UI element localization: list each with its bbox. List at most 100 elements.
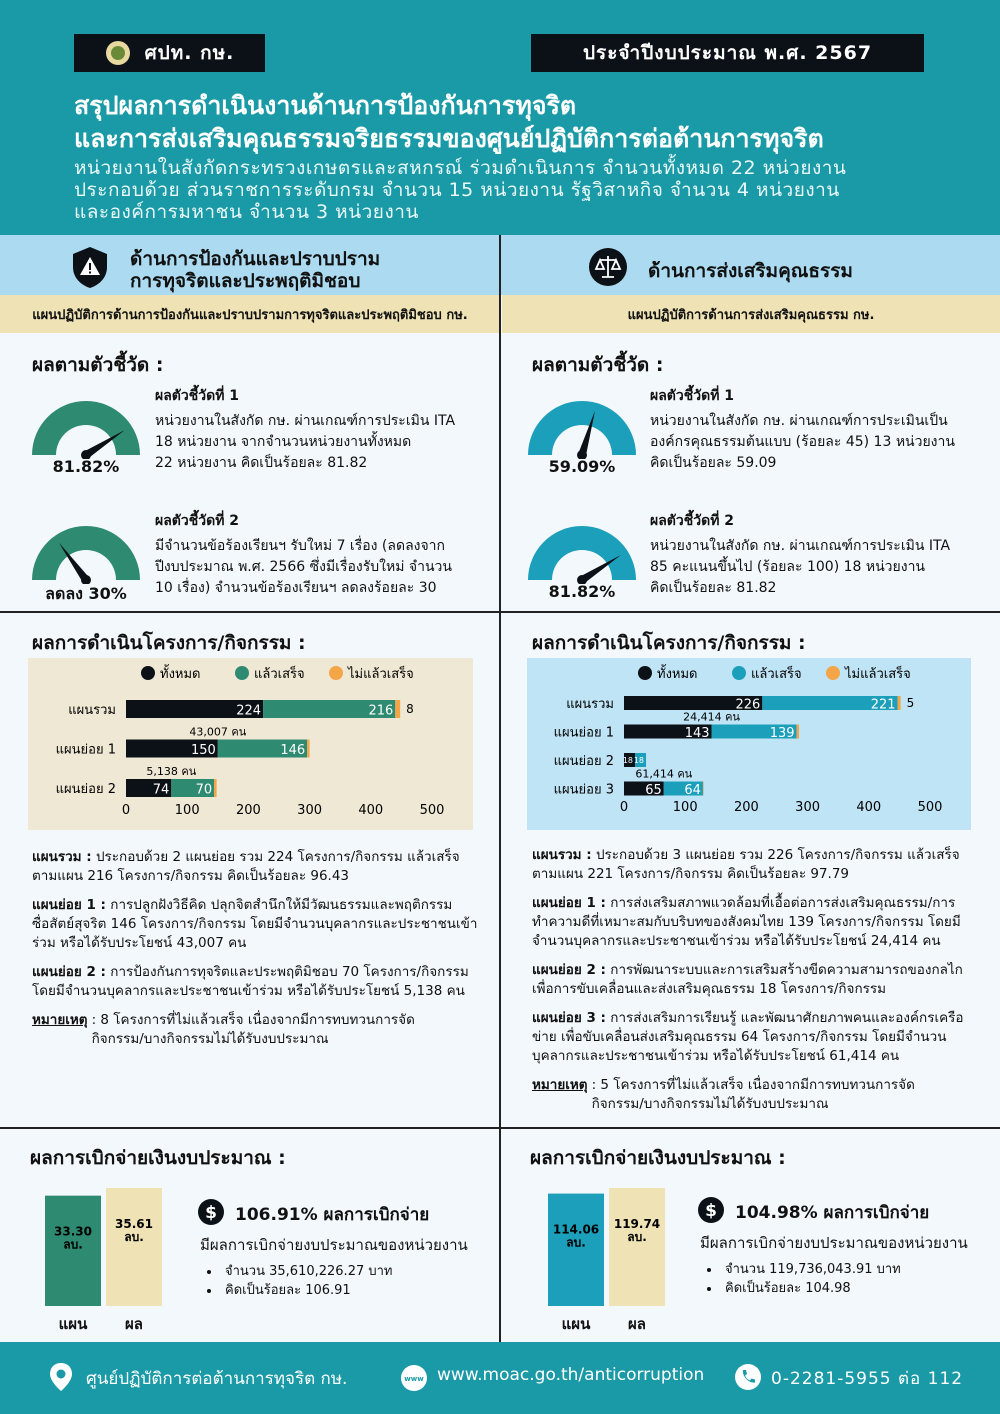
participant-label: 61,414 คน — [635, 768, 692, 781]
legend-swatch — [732, 666, 746, 680]
value-label: 139 — [770, 726, 795, 741]
x-tick-label: 300 — [297, 803, 322, 818]
value-label: 143 — [685, 726, 710, 741]
budget-bar — [609, 1188, 665, 1306]
legend-swatch — [235, 666, 249, 680]
note-lead: แผนรวม : — [532, 847, 592, 863]
heading-line: ด้านการป้องกันและปราบปราม — [130, 248, 381, 270]
heading-line: ด้านการส่งเสริมคุณธรรม — [648, 260, 853, 282]
legend-swatch — [826, 666, 840, 680]
legend-swatch — [141, 666, 155, 680]
indicator-text: องค์กรคุณธรรมต้นแบบ (ร้อยละ 45) 13 หน่วย… — [650, 434, 955, 450]
category-label: แผนย่อย 1 — [554, 726, 614, 741]
desc-line: ประกอบด้วย ส่วนราชการระดับกรม จำนวน 15 ห… — [74, 179, 840, 201]
indicator-text: หน่วยงานในสังกัด กษ. ผ่านเกณฑ์การประเมิน… — [155, 413, 456, 429]
legend-swatch — [329, 666, 343, 680]
note-text: การพัฒนาระบบและการเสริมสร้างขีดความสามาร… — [532, 962, 963, 997]
bar-done — [762, 696, 898, 710]
note-text: การส่งเสริมการเรียนรู้ และพัฒนาศักยภาพคน… — [532, 1010, 964, 1064]
scale-icon — [589, 248, 627, 286]
indicator-text: 85 คะแนนขึ้นไป (ร้อยละ 100) 18 หน่วยงาน — [650, 559, 926, 575]
phone: 0-2281-5955 ต่อ 112 — [771, 1369, 964, 1389]
note-text: ประกอบด้วย 2 แผนย่อย รวม 224 โครงการ/กิจ… — [32, 849, 460, 884]
gauge — [32, 401, 140, 459]
value-label: 150 — [191, 743, 216, 758]
needle-hub — [577, 450, 587, 459]
section-title: ผลการเบิกจ่ายเงินงบประมาณ : — [30, 1147, 286, 1169]
remark: หมายเหตุ: 8 โครงการที่ไม่แล้วเสร็จ เนื่อ… — [32, 1011, 482, 1049]
gauge — [528, 526, 636, 584]
gauge-arc — [528, 401, 636, 455]
heading-line: การทุจริตและประพฤติมิชอบ — [130, 270, 361, 292]
website: www.moac.go.th/anticorruption — [437, 1365, 705, 1385]
legend-swatch — [638, 666, 652, 680]
divider — [499, 235, 501, 1342]
x-tick-label: 100 — [673, 800, 698, 815]
budget-bullet: คิดเป็นร้อยละ 106.91 — [207, 1279, 351, 1300]
budget-bullet: คิดเป็นร้อยละ 104.98 — [707, 1277, 851, 1298]
legend-label: แล้วเสร็จ — [751, 664, 802, 682]
budget-bullet: จำนวน 35,610,226.27 บาท — [207, 1260, 392, 1281]
x-tick-label: 0 — [122, 803, 130, 818]
value-label: 74 — [153, 783, 170, 798]
pin-icon — [50, 1363, 72, 1391]
note-lead: แผนย่อย 2 : — [32, 964, 106, 980]
category-label: แผนย่อย 1 — [56, 743, 116, 758]
note-lead: แผนย่อย 3 : — [532, 1010, 606, 1026]
value-label: 146 — [280, 743, 305, 758]
x-tick-label: 500 — [420, 803, 445, 818]
indicator-text: หน่วยงานในสังกัด กษ. ผ่านเกณฑ์การประเมิน… — [650, 413, 948, 429]
budget-value-label: 119.74 ลบ. — [614, 1217, 660, 1244]
budget-bullet: จำนวน 119,736,043.91 บาท — [707, 1258, 901, 1279]
bar-total — [126, 739, 218, 758]
remark-lead: หมายเหตุ — [532, 1077, 588, 1093]
bar-total — [624, 781, 664, 796]
org-name: ศปท. กษ. — [144, 42, 235, 64]
legend-label: ทั้งหมด — [657, 664, 698, 682]
note-lead: แผนย่อย 1 : — [32, 897, 106, 913]
x-tick-label: 200 — [236, 803, 261, 818]
section-heading: ด้านการป้องกันและปราบปราม การทุจริตและปร… — [0, 235, 500, 295]
section-title: ผลการดำเนินโครงการ/กิจกรรม : — [532, 632, 806, 654]
gauge-needle — [578, 410, 595, 457]
value-label: 18 — [623, 756, 633, 765]
bar-done — [711, 724, 797, 739]
bar-not-done — [702, 781, 704, 796]
indicator-text: 18 หน่วยงาน จากจำนวนหน่วยงานทั้งหมด — [155, 434, 412, 450]
shield-icon — [73, 247, 107, 288]
bar-done — [663, 781, 703, 796]
note: แผนย่อย 1 : การปลูกฝังวิธีคิด ปลุกจิตสำน… — [32, 896, 482, 953]
icon-glyph: $ — [205, 1203, 217, 1223]
note: แผนรวม : ประกอบด้วย 3 แผนย่อย รวม 226 โค… — [532, 846, 982, 884]
indicator-label: ผลตัวชี้วัดที่ 1 — [155, 388, 240, 404]
legend-label: ไม่แล้วเสร็จ — [844, 664, 911, 682]
category-label: แผนรวม — [68, 703, 116, 718]
x-tick-label: 200 — [734, 800, 759, 815]
budget-headline: 104.98% ผลการเบิกจ่าย — [735, 1203, 930, 1223]
x-tick-label: 500 — [918, 800, 943, 815]
icon-bg — [198, 1199, 224, 1225]
icon-glyph: $ — [705, 1201, 717, 1221]
category-label: แผนย่อย 2 — [554, 754, 614, 769]
value-label: 70 — [196, 783, 213, 798]
category-label: แผนรวม — [566, 697, 614, 712]
indicator-text: 22 หน่วยงาน คิดเป็นร้อยละ 81.82 — [155, 455, 368, 471]
budget-category: ผล — [628, 1315, 646, 1333]
participant-label: 24,414 คน — [683, 711, 740, 724]
header: ศปท. กษ. ประจำปีงบประมาณ พ.ศ. 2567 สรุปผ… — [0, 0, 1000, 235]
budget-value-label: 35.61 ลบ. — [115, 1217, 153, 1244]
remark-text: : 5 โครงการที่ไม่แล้วเสร็จ เนื่องจากมีกา… — [591, 1077, 915, 1112]
budget-desc: มีผลการเบิกจ่ายงบประมาณของหน่วยงาน — [200, 1236, 468, 1254]
budget-desc: มีผลการเบิกจ่ายงบประมาณของหน่วยงาน — [700, 1234, 968, 1252]
note-lead: แผนรวม : — [32, 849, 92, 865]
legend-label: แล้วเสร็จ — [254, 664, 305, 682]
gauge-needle — [58, 542, 90, 583]
value-label: 64 — [684, 783, 701, 798]
budget-bar — [548, 1193, 604, 1306]
gauge — [528, 401, 636, 459]
gauge-label: 59.09% — [548, 457, 616, 476]
bar-total — [624, 724, 712, 739]
title-line: สรุปผลการดำเนินงานด้านการป้องกันการทุจริ… — [74, 91, 577, 120]
note-text: ประกอบด้วย 3 แผนย่อย รวม 226 โครงการ/กิจ… — [532, 847, 960, 882]
